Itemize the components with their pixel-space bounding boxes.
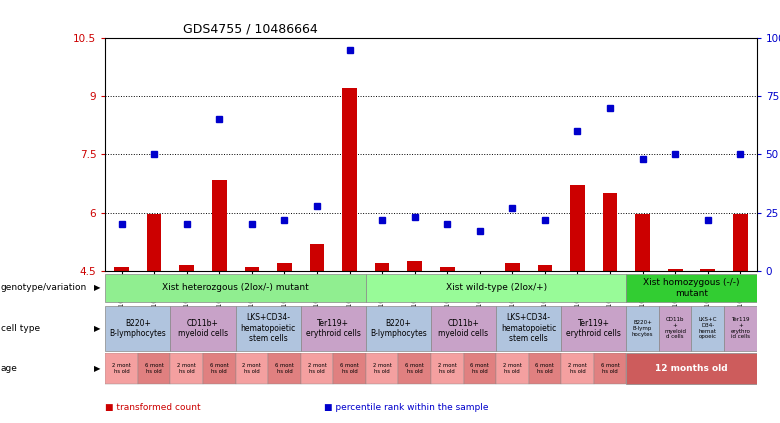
Text: 2 mont
hs old: 2 mont hs old: [112, 363, 131, 374]
Bar: [691, 306, 724, 351]
Text: CD11b+
myeloid cells: CD11b+ myeloid cells: [438, 319, 488, 338]
Bar: [105, 354, 138, 384]
Bar: [301, 354, 333, 384]
Bar: [170, 306, 236, 351]
Bar: [366, 306, 431, 351]
Bar: [440, 267, 455, 271]
Text: 6 mont
hs old: 6 mont hs old: [470, 363, 489, 374]
Bar: [105, 274, 366, 302]
Bar: [236, 354, 268, 384]
Bar: [668, 269, 682, 271]
Text: 6 mont
hs old: 6 mont hs old: [536, 363, 555, 374]
Bar: [724, 306, 757, 351]
Bar: [333, 354, 366, 384]
Bar: [561, 306, 626, 351]
Text: CD11b+
myeloid cells: CD11b+ myeloid cells: [178, 319, 228, 338]
Text: Ter119+
erythroid cells: Ter119+ erythroid cells: [566, 319, 621, 338]
Text: 6 mont
hs old: 6 mont hs old: [340, 363, 359, 374]
Text: age: age: [1, 364, 18, 373]
Bar: [626, 274, 757, 302]
Text: Xist heterozgous (2lox/-) mutant: Xist heterozgous (2lox/-) mutant: [162, 283, 309, 292]
Text: genotype/variation: genotype/variation: [1, 283, 87, 292]
Text: 2 mont
hs old: 2 mont hs old: [373, 363, 392, 374]
Text: 6 mont
hs old: 6 mont hs old: [406, 363, 424, 374]
Text: 6 mont
hs old: 6 mont hs old: [601, 363, 619, 374]
Bar: [236, 306, 301, 351]
Bar: [342, 88, 357, 271]
Bar: [203, 354, 236, 384]
Bar: [399, 354, 431, 384]
Bar: [659, 306, 692, 351]
Bar: [561, 354, 594, 384]
Bar: [700, 269, 715, 271]
Text: ▶: ▶: [94, 324, 100, 333]
Text: 2 mont
hs old: 2 mont hs old: [438, 363, 456, 374]
Text: 2 mont
hs old: 2 mont hs old: [243, 363, 261, 374]
Bar: [366, 354, 399, 384]
Text: ■ transformed count: ■ transformed count: [105, 404, 201, 412]
Text: Xist homozygous (-/-)
mutant: Xist homozygous (-/-) mutant: [644, 278, 739, 297]
Bar: [268, 354, 301, 384]
Bar: [170, 354, 203, 384]
Bar: [277, 263, 292, 271]
Text: GDS4755 / 10486664: GDS4755 / 10486664: [183, 22, 318, 36]
Text: B220+
B-lymphocytes: B220+ B-lymphocytes: [109, 319, 166, 338]
Bar: [366, 274, 626, 302]
Text: Ter119+
erythroid cells: Ter119+ erythroid cells: [306, 319, 360, 338]
Bar: [505, 263, 519, 271]
Bar: [431, 306, 496, 351]
Text: cell type: cell type: [1, 324, 40, 333]
Bar: [310, 244, 324, 271]
Text: 2 mont
hs old: 2 mont hs old: [503, 363, 522, 374]
Bar: [626, 354, 757, 384]
Bar: [594, 354, 626, 384]
Text: 6 mont
hs old: 6 mont hs old: [275, 363, 294, 374]
Bar: [147, 214, 161, 271]
Text: 12 months old: 12 months old: [655, 364, 728, 373]
Bar: [138, 354, 170, 384]
Bar: [463, 354, 496, 384]
Text: LKS+CD34-
hematopoietic
stem cells: LKS+CD34- hematopoietic stem cells: [240, 313, 296, 343]
Bar: [105, 306, 170, 351]
Bar: [626, 306, 659, 351]
Text: LKS+CD34-
hematopoietic
stem cells: LKS+CD34- hematopoietic stem cells: [501, 313, 556, 343]
Text: 6 mont
hs old: 6 mont hs old: [210, 363, 229, 374]
Bar: [179, 265, 194, 271]
Bar: [301, 306, 366, 351]
Bar: [570, 185, 585, 271]
Bar: [496, 354, 529, 384]
Bar: [114, 267, 129, 271]
Text: 2 mont
hs old: 2 mont hs old: [307, 363, 326, 374]
Bar: [635, 214, 650, 271]
Text: 2 mont
hs old: 2 mont hs old: [568, 363, 587, 374]
Text: B220+
B-lymp
hocytes: B220+ B-lymp hocytes: [632, 320, 654, 337]
Text: 6 mont
hs old: 6 mont hs old: [145, 363, 164, 374]
Text: B220+
B-lymphocytes: B220+ B-lymphocytes: [370, 319, 427, 338]
Text: ■ percentile rank within the sample: ■ percentile rank within the sample: [324, 404, 488, 412]
Bar: [529, 354, 562, 384]
Text: Ter119
+
erythro
id cells: Ter119 + erythro id cells: [730, 317, 750, 339]
Bar: [496, 306, 561, 351]
Bar: [537, 265, 552, 271]
Bar: [407, 261, 422, 271]
Text: Xist wild-type (2lox/+): Xist wild-type (2lox/+): [445, 283, 547, 292]
Text: 2 mont
hs old: 2 mont hs old: [177, 363, 196, 374]
Text: CD11b
+
myeloid
d cells: CD11b + myeloid d cells: [665, 317, 686, 339]
Bar: [733, 214, 748, 271]
Text: ▶: ▶: [94, 283, 100, 292]
Bar: [431, 354, 463, 384]
Bar: [374, 263, 389, 271]
Text: LKS+C
D34-
hemat
opoeic: LKS+C D34- hemat opoeic: [699, 317, 717, 339]
Bar: [212, 180, 227, 271]
Text: ▶: ▶: [94, 364, 100, 373]
Bar: [244, 267, 259, 271]
Bar: [603, 193, 618, 271]
